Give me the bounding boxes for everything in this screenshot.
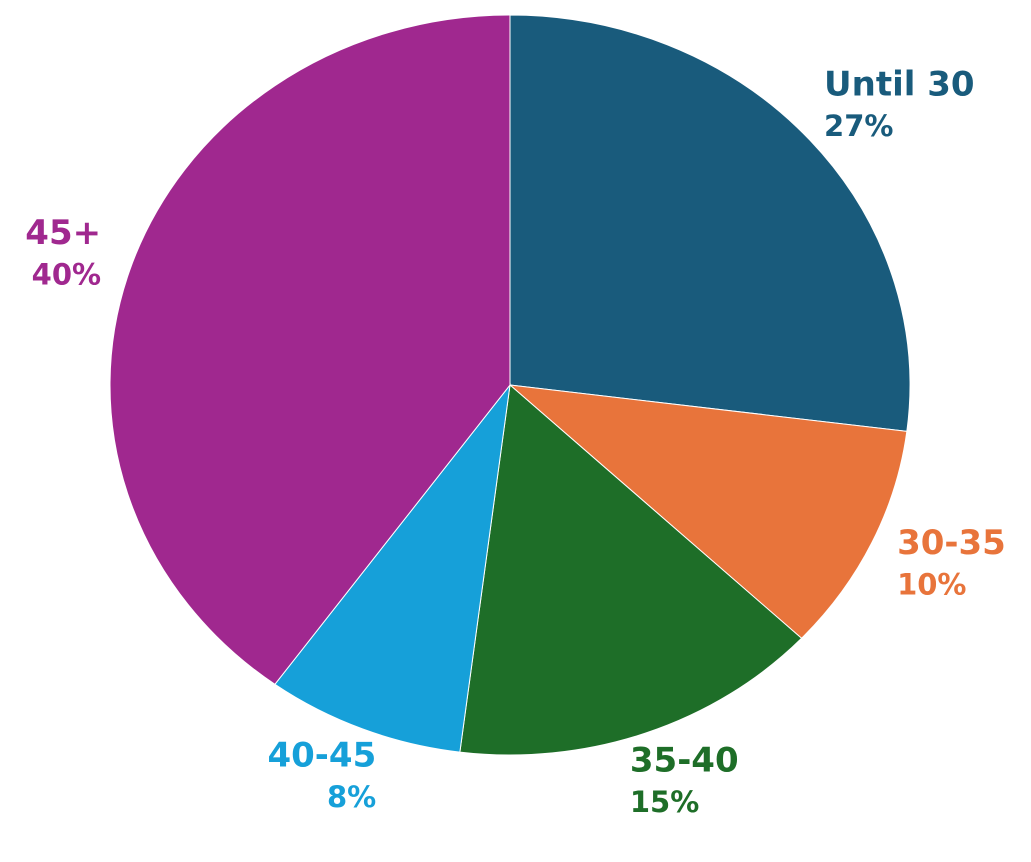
slice-label: 45+ xyxy=(25,213,101,253)
pie-slice xyxy=(509,14,911,432)
slice-value-label: 15% xyxy=(630,785,699,819)
slice-value-label: 40% xyxy=(32,258,101,292)
slice-value-label: 27% xyxy=(824,109,893,143)
pie-slice xyxy=(109,14,511,686)
slice-value-label: 10% xyxy=(897,568,966,602)
slice-label: Until 30 xyxy=(824,65,975,105)
pie-slice xyxy=(274,383,511,753)
slice-label: 40-45 xyxy=(267,736,376,776)
slice-label: 30-35 xyxy=(897,523,1006,563)
slice-value-label: 8% xyxy=(327,780,376,814)
slice-label: 35-40 xyxy=(630,740,739,780)
pie-slice xyxy=(508,384,908,639)
pie-slice xyxy=(459,384,803,756)
